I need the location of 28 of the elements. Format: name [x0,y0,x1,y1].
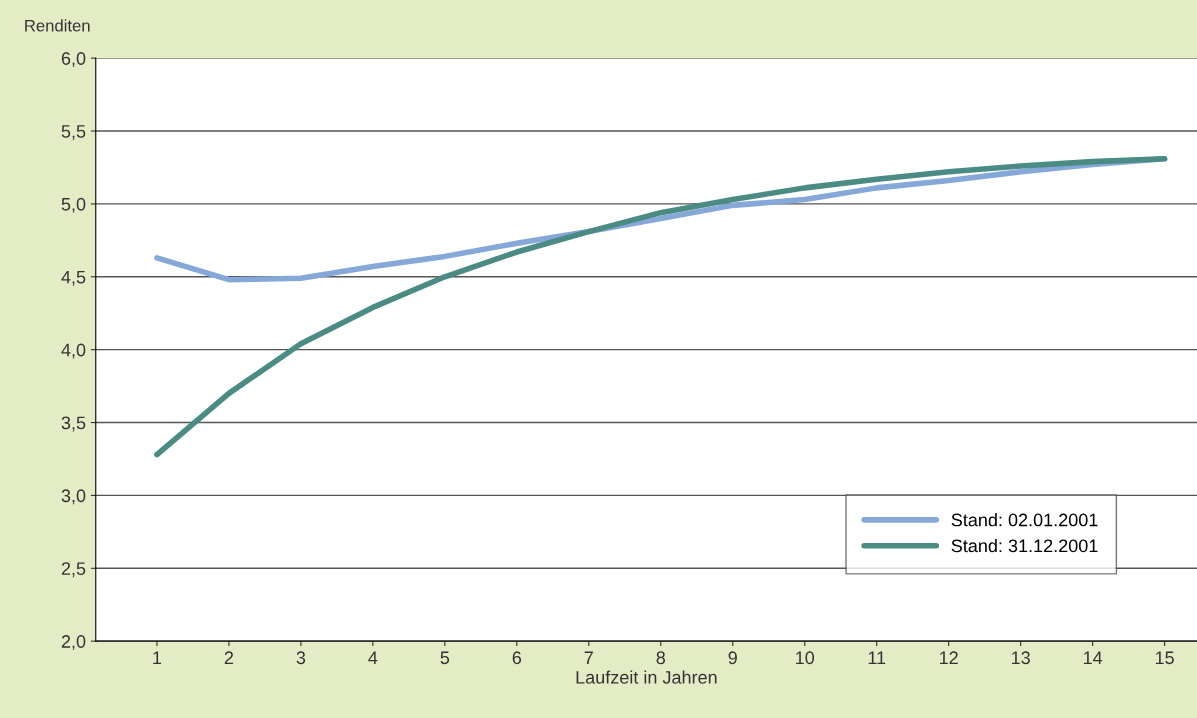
x-tick-label: 7 [584,651,593,664]
y-tick-label: 6,0 [61,52,86,68]
x-tick-label: 9 [728,651,737,665]
x-tick-label: 5 [440,651,450,665]
x-tick-label: 8 [656,651,666,665]
y-tick-label: 3,0 [61,489,86,505]
x-tick-label: 2 [224,651,234,664]
y-tick-label: 2,5 [61,562,86,578]
y-tick-label: 2,0 [61,635,86,651]
x-tick-label: 6 [512,651,522,665]
x-tick-label: 4 [368,651,378,664]
y-tick-label: 4,5 [61,270,86,286]
y-tick-label: 3,5 [61,416,86,432]
x-tick-label: 1 [153,651,162,664]
legend-label: Stand: 02.01.2001 [951,513,1098,527]
x-axis-title: Laufzeit in Jahren [576,670,717,684]
y-axis-title: Renditen [25,19,90,32]
x-tick-label: 3 [296,651,306,665]
y-tick-label: 5,5 [61,125,86,140]
x-tick-label: 10 [796,651,815,665]
x-tick-label: 11 [868,651,886,664]
x-tick-label: 15 [1155,651,1174,665]
x-tick-label: 12 [940,651,958,664]
x-tick-label: 14 [1083,651,1103,664]
x-tick-label: 13 [1011,651,1030,665]
legend-label: Stand: 31.12.2001 [951,538,1098,553]
y-tick-label: 5,0 [61,197,86,213]
y-tick-label: 4,0 [61,343,86,359]
